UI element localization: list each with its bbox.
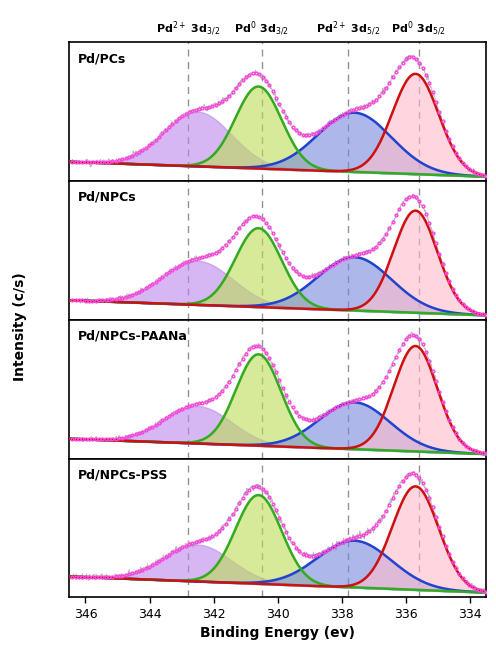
Text: Pd/NPCs: Pd/NPCs bbox=[78, 191, 136, 204]
Text: Pd/NPCs-PSS: Pd/NPCs-PSS bbox=[78, 468, 168, 481]
Text: Pd$^{0}$ 3d$_{3/2}$: Pd$^{0}$ 3d$_{3/2}$ bbox=[235, 20, 289, 39]
X-axis label: Binding Energy (ev): Binding Energy (ev) bbox=[200, 626, 355, 641]
Text: Intensity (c/s): Intensity (c/s) bbox=[13, 272, 27, 381]
Text: Pd$^{2+}$ 3d$_{3/2}$: Pd$^{2+}$ 3d$_{3/2}$ bbox=[156, 20, 220, 39]
Text: Pd$^{2+}$ 3d$_{5/2}$: Pd$^{2+}$ 3d$_{5/2}$ bbox=[316, 20, 380, 39]
Text: Pd$^{0}$ 3d$_{5/2}$: Pd$^{0}$ 3d$_{5/2}$ bbox=[391, 20, 446, 39]
Text: Pd/PCs: Pd/PCs bbox=[78, 52, 126, 65]
Text: Pd/NPCs-PAANa: Pd/NPCs-PAANa bbox=[78, 330, 187, 343]
